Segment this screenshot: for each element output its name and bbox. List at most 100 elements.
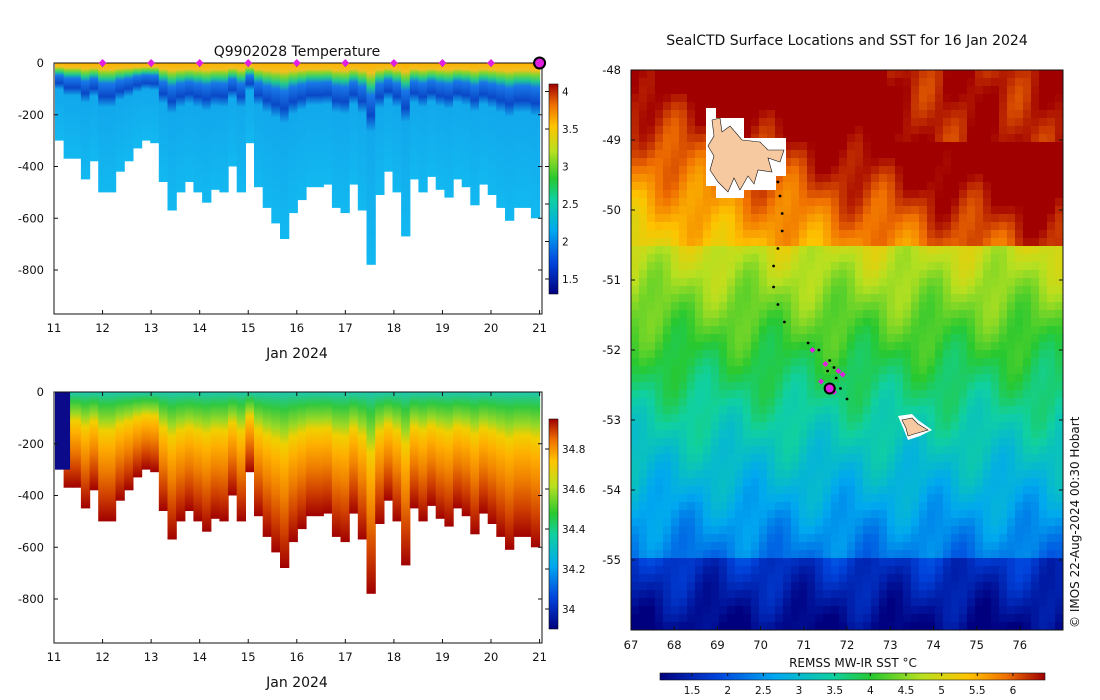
sst-cell — [807, 334, 816, 343]
sst-cell — [631, 518, 640, 527]
sst-cell — [967, 390, 976, 399]
sst-cell — [663, 526, 672, 535]
sst-cell — [663, 230, 672, 239]
sst-cell — [695, 310, 704, 319]
sst-cell — [711, 566, 720, 575]
sst-cell — [679, 326, 688, 335]
sst-cell — [719, 582, 728, 591]
x-tick-label: 12 — [95, 650, 110, 664]
sst-cell — [799, 150, 808, 159]
sst-cell — [703, 574, 712, 583]
sst-cell — [759, 558, 768, 567]
sst-cell — [975, 118, 984, 127]
sst-cell — [711, 582, 720, 591]
sst-cell — [927, 382, 936, 391]
sst-cell — [959, 622, 968, 630]
sst-cell — [871, 118, 880, 127]
sst-cell — [831, 94, 840, 103]
sst-cell — [711, 590, 720, 599]
sst-cell — [839, 334, 848, 343]
sst-cell — [663, 366, 672, 375]
profile-column — [262, 392, 272, 537]
sst-cell — [775, 374, 784, 383]
sst-cell — [983, 550, 992, 559]
sst-cell — [703, 190, 712, 199]
sst-cell — [951, 310, 960, 319]
sst-cell — [943, 454, 952, 463]
sst-cell — [935, 558, 944, 567]
sst-cell — [679, 302, 688, 311]
sst-cell — [951, 358, 960, 367]
sst-cell — [783, 574, 792, 583]
sst-cell — [1007, 166, 1016, 175]
sst-cell — [1055, 334, 1063, 343]
sst-cell — [871, 222, 880, 231]
colorbar-tick-label: 2.5 — [562, 199, 579, 211]
sst-cell — [687, 206, 696, 215]
sst-cell — [999, 422, 1008, 431]
sst-cell — [1015, 398, 1024, 407]
sst-cell — [639, 134, 648, 143]
sst-cell — [727, 502, 736, 511]
sst-cell — [1039, 350, 1048, 359]
sst-cell — [855, 350, 864, 359]
sst-cell — [983, 310, 992, 319]
sst-cell — [743, 622, 752, 630]
sst-colorbar-gradient — [659, 672, 1046, 681]
sst-cell — [951, 302, 960, 311]
sst-cell — [1007, 534, 1016, 543]
sst-cell — [799, 606, 808, 615]
sst-cell — [655, 358, 664, 367]
sst-cell — [671, 598, 680, 607]
sst-cell — [1031, 486, 1040, 495]
sst-cell — [743, 278, 752, 287]
sst-cell — [967, 574, 976, 583]
sst-cell — [719, 462, 728, 471]
sst-cell — [807, 150, 816, 159]
sst-cell — [799, 206, 808, 215]
sst-cell — [735, 478, 744, 487]
sst-cell — [759, 206, 768, 215]
sst-cell — [647, 382, 656, 391]
profile-column — [167, 392, 177, 540]
sst-cell — [647, 622, 656, 630]
sst-cell — [815, 558, 824, 567]
sst-cell — [839, 70, 848, 79]
sst-cell — [759, 254, 768, 263]
sst-cell — [783, 222, 792, 231]
sst-cell — [919, 350, 928, 359]
y-tick-label: -51 — [602, 273, 621, 287]
sst-cell — [631, 446, 640, 455]
sst-cell — [815, 390, 824, 399]
sst-cell — [871, 566, 880, 575]
sst-cell — [1047, 254, 1056, 263]
sst-cell — [855, 238, 864, 247]
sst-cell — [759, 78, 768, 87]
sst-cell — [887, 494, 896, 503]
sst-cell — [639, 142, 648, 151]
sst-cell — [807, 246, 816, 255]
sst-cell — [727, 590, 736, 599]
sst-cell — [775, 334, 784, 343]
profile-column — [210, 392, 220, 519]
sst-cell — [1007, 86, 1016, 95]
sst-cell — [1015, 350, 1024, 359]
sst-cell — [767, 214, 776, 223]
sst-cell — [975, 598, 984, 607]
sst-cell — [1039, 270, 1048, 279]
sst-cell — [1023, 574, 1032, 583]
sst-cell — [927, 494, 936, 503]
sst-cell — [895, 110, 904, 119]
sst-cell — [967, 158, 976, 167]
sst-cell — [799, 182, 808, 191]
sst-cell — [999, 206, 1008, 215]
sst-cell — [1047, 94, 1056, 103]
sst-cell — [1015, 262, 1024, 271]
sst-cell — [655, 294, 664, 303]
sst-cell — [807, 390, 816, 399]
sst-cell — [1023, 622, 1032, 630]
sst-cell — [679, 342, 688, 351]
sst-cell — [1023, 350, 1032, 359]
sst-cell — [775, 382, 784, 391]
sst-cell — [639, 214, 648, 223]
